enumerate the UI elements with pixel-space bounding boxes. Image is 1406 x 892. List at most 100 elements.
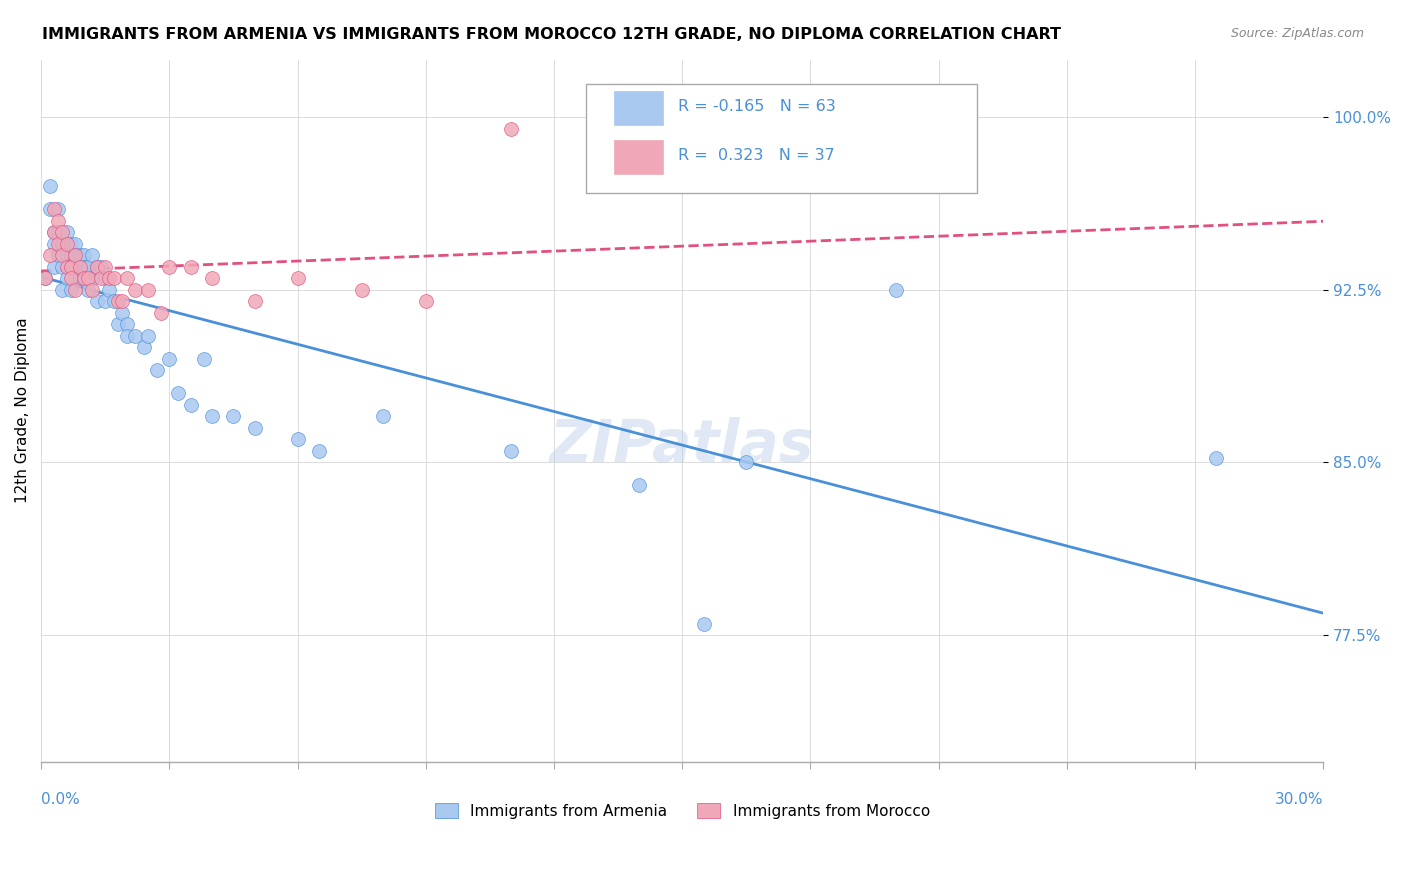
Text: IMMIGRANTS FROM ARMENIA VS IMMIGRANTS FROM MOROCCO 12TH GRADE, NO DIPLOMA CORREL: IMMIGRANTS FROM ARMENIA VS IMMIGRANTS FR… — [42, 27, 1062, 42]
Point — [77, 260, 100, 274]
Point — [103, 271, 125, 285]
Point — [193, 351, 215, 366]
Point — [51, 225, 73, 239]
Point — [46, 248, 69, 262]
Point — [42, 260, 65, 274]
Point — [111, 294, 134, 309]
Point — [38, 179, 60, 194]
Point — [201, 409, 224, 424]
Point — [60, 260, 83, 274]
Point — [111, 306, 134, 320]
Point — [73, 260, 96, 274]
Point — [46, 225, 69, 239]
Point — [46, 202, 69, 217]
Text: 30.0%: 30.0% — [1275, 792, 1323, 806]
Point — [51, 225, 73, 239]
Bar — [614, 140, 664, 174]
Point — [90, 260, 112, 274]
Point — [501, 444, 523, 458]
Point — [73, 271, 96, 285]
Point — [55, 271, 77, 285]
Point — [60, 236, 83, 251]
Point — [157, 351, 180, 366]
Point — [103, 294, 125, 309]
Point — [287, 271, 309, 285]
Point — [69, 248, 91, 262]
Point — [55, 260, 77, 274]
Point — [222, 409, 245, 424]
Point — [86, 260, 108, 274]
Point — [350, 283, 373, 297]
Legend: Immigrants from Armenia, Immigrants from Morocco: Immigrants from Armenia, Immigrants from… — [429, 797, 936, 825]
Point — [692, 616, 714, 631]
Point — [94, 294, 117, 309]
Point — [55, 236, 77, 251]
Point — [51, 236, 73, 251]
Point — [287, 433, 309, 447]
Y-axis label: 12th Grade, No Diploma: 12th Grade, No Diploma — [15, 318, 30, 503]
Point — [107, 294, 129, 309]
Text: Source: ZipAtlas.com: Source: ZipAtlas.com — [1230, 27, 1364, 40]
Point — [77, 271, 100, 285]
Point — [51, 248, 73, 262]
Point — [243, 421, 266, 435]
Point — [243, 294, 266, 309]
Point — [34, 271, 56, 285]
Point — [73, 248, 96, 262]
Text: ZIPatlas: ZIPatlas — [550, 417, 814, 475]
Point — [38, 248, 60, 262]
Point — [55, 225, 77, 239]
Point — [82, 283, 104, 297]
Point — [371, 409, 394, 424]
Point — [107, 318, 129, 332]
Point — [60, 260, 83, 274]
Point — [55, 248, 77, 262]
Point — [201, 271, 224, 285]
Point — [77, 283, 100, 297]
Point — [90, 271, 112, 285]
Point — [51, 260, 73, 274]
Point — [42, 236, 65, 251]
Point — [42, 202, 65, 217]
Point — [46, 213, 69, 227]
Point — [180, 260, 202, 274]
Point — [136, 328, 159, 343]
Point — [60, 283, 83, 297]
Point — [145, 363, 167, 377]
Point — [501, 121, 523, 136]
Point — [86, 294, 108, 309]
Point — [60, 248, 83, 262]
Point — [65, 283, 87, 297]
Point — [94, 271, 117, 285]
Point — [1205, 450, 1227, 465]
Point — [115, 271, 138, 285]
Point — [115, 328, 138, 343]
Point — [94, 260, 117, 274]
Point — [60, 271, 83, 285]
Point — [115, 318, 138, 332]
Point — [69, 271, 91, 285]
Point — [628, 478, 651, 492]
Point — [415, 294, 437, 309]
Point — [149, 306, 172, 320]
Point — [167, 386, 190, 401]
Point — [82, 271, 104, 285]
Point — [69, 260, 91, 274]
Point — [34, 271, 56, 285]
Point — [73, 271, 96, 285]
Text: R = -0.165   N = 63: R = -0.165 N = 63 — [678, 99, 837, 114]
Point — [98, 271, 121, 285]
Point — [884, 283, 907, 297]
Bar — [614, 91, 664, 125]
Point — [46, 236, 69, 251]
Text: R =  0.323   N = 37: R = 0.323 N = 37 — [678, 148, 835, 163]
Point — [65, 248, 87, 262]
Point — [180, 398, 202, 412]
Point — [42, 225, 65, 239]
Point — [132, 340, 155, 354]
Point — [51, 283, 73, 297]
Point — [98, 283, 121, 297]
Point — [65, 248, 87, 262]
Point — [124, 283, 146, 297]
Point — [308, 444, 330, 458]
